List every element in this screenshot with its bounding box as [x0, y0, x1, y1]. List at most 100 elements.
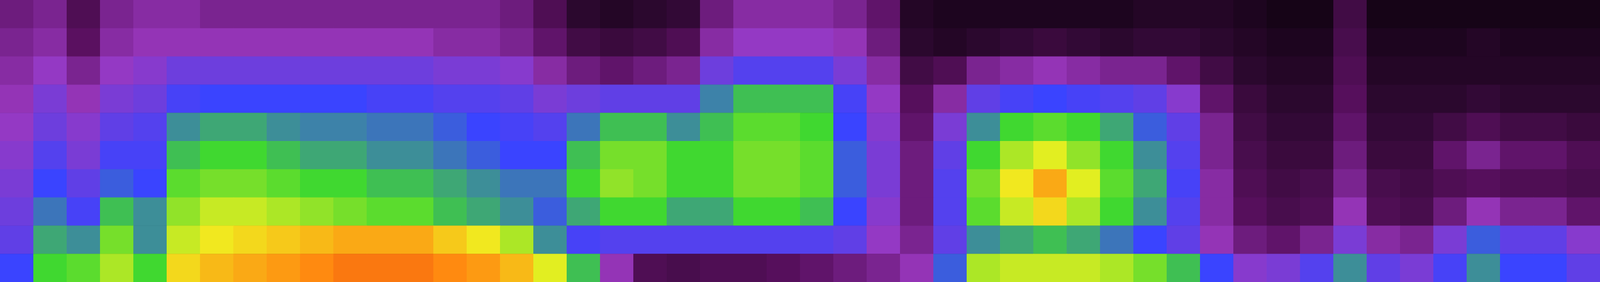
cell [1233, 84, 1268, 113]
cell [1100, 0, 1134, 29]
cell [533, 84, 568, 113]
cell [100, 28, 134, 57]
cell [600, 112, 634, 142]
cell [966, 253, 1001, 282]
cell [733, 197, 768, 227]
cell [1466, 56, 1501, 85]
cell [1566, 28, 1600, 57]
cell [766, 141, 801, 170]
cell [100, 84, 134, 113]
cell [1033, 253, 1068, 282]
cell [1400, 28, 1434, 57]
cell [1133, 141, 1168, 170]
cell [600, 141, 634, 170]
cell [1233, 56, 1268, 85]
cell [1166, 225, 1201, 254]
cell [866, 28, 901, 57]
cell [166, 84, 201, 113]
cell [733, 225, 768, 254]
cell [666, 84, 701, 113]
cell [966, 197, 1001, 227]
cell [1100, 253, 1134, 282]
cell [666, 141, 701, 170]
cell [1200, 169, 1234, 198]
cell [266, 56, 301, 85]
cell [533, 197, 568, 227]
cell [1066, 84, 1101, 113]
cell [1100, 28, 1134, 57]
cell [366, 112, 401, 142]
cell [333, 28, 368, 57]
cell [100, 0, 134, 29]
cell [1266, 84, 1301, 113]
cell [266, 225, 301, 254]
cell [433, 225, 468, 254]
cell [566, 56, 601, 85]
cell [1233, 0, 1268, 29]
cell [833, 141, 868, 170]
cell [1166, 112, 1201, 142]
cell [166, 0, 201, 29]
cell [66, 225, 101, 254]
cell [733, 112, 768, 142]
cell [833, 253, 868, 282]
cell [300, 56, 334, 85]
cell [433, 197, 468, 227]
cell [66, 56, 101, 85]
cell [466, 225, 501, 254]
cell [1233, 253, 1268, 282]
cell [1133, 169, 1168, 198]
cell [600, 225, 634, 254]
cell [0, 197, 34, 227]
cell [1433, 84, 1468, 113]
cell [1000, 141, 1034, 170]
cell [1300, 225, 1334, 254]
cell [500, 28, 534, 57]
cell [1500, 56, 1534, 85]
cell [1400, 197, 1434, 227]
cell [133, 112, 168, 142]
cell [100, 56, 134, 85]
cell [1266, 253, 1301, 282]
cell [66, 169, 101, 198]
cell [166, 253, 201, 282]
cell [900, 28, 934, 57]
cell [866, 141, 901, 170]
cell [1366, 197, 1401, 227]
cell [1200, 141, 1234, 170]
cell [1566, 169, 1600, 198]
cell [833, 225, 868, 254]
cell [466, 0, 501, 29]
cell [1400, 225, 1434, 254]
cell [1033, 112, 1068, 142]
cell [866, 253, 901, 282]
cell [266, 0, 301, 29]
cell [333, 225, 368, 254]
cell [1300, 28, 1334, 57]
cell [1033, 0, 1068, 29]
cell [1166, 56, 1201, 85]
cell [800, 225, 834, 254]
cell [200, 169, 234, 198]
cell [1200, 253, 1234, 282]
cell [1466, 0, 1501, 29]
cell [733, 141, 768, 170]
cell [333, 141, 368, 170]
cell [0, 28, 34, 57]
cell [533, 0, 568, 29]
cell [466, 197, 501, 227]
cell [300, 84, 334, 113]
cell [1533, 112, 1568, 142]
cell [1400, 84, 1434, 113]
cell [1333, 28, 1368, 57]
cell [866, 112, 901, 142]
cell [1133, 56, 1168, 85]
cell [1066, 28, 1101, 57]
cell [866, 169, 901, 198]
cell [1433, 112, 1468, 142]
cell [1000, 253, 1034, 282]
cell [966, 84, 1001, 113]
cell [1366, 225, 1401, 254]
cell [1066, 141, 1101, 170]
cell [1333, 225, 1368, 254]
